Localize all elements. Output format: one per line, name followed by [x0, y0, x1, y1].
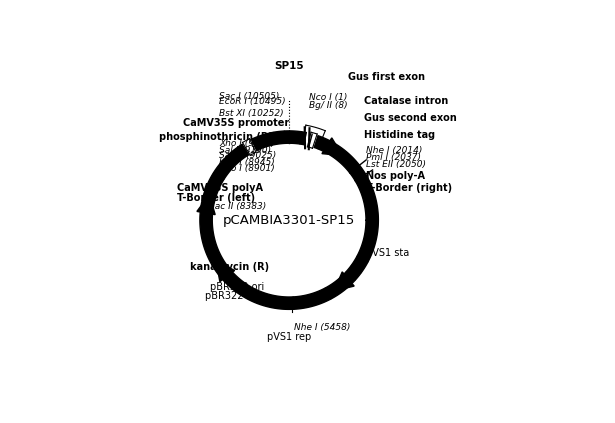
Text: Sac II (9025): Sac II (9025): [219, 151, 276, 160]
Text: pVS1 rep: pVS1 rep: [267, 332, 311, 343]
Text: EcoR I (10495): EcoR I (10495): [219, 97, 286, 107]
Text: Kpn I (8945): Kpn I (8945): [219, 158, 275, 167]
Text: Pml I (2037): Pml I (2037): [366, 153, 421, 162]
Text: kanamycin (R): kanamycin (R): [190, 262, 269, 272]
Text: Sac I (10505): Sac I (10505): [219, 92, 279, 101]
Text: CaMV35S polyA: CaMV35S polyA: [177, 183, 263, 192]
Text: T-Border (right): T-Border (right): [366, 183, 452, 193]
Text: Nhe I (2014): Nhe I (2014): [366, 146, 422, 154]
Text: CaMV35S promoter: CaMV35S promoter: [183, 118, 290, 128]
Text: Xho I (8901): Xho I (8901): [219, 164, 275, 173]
Polygon shape: [308, 132, 317, 148]
Polygon shape: [197, 195, 215, 214]
Text: Catalase intron: Catalase intron: [364, 96, 448, 106]
Polygon shape: [242, 139, 256, 155]
Text: T-Border (left): T-Border (left): [177, 193, 255, 203]
Polygon shape: [216, 261, 235, 282]
Polygon shape: [305, 132, 314, 147]
Text: phosphinothricin (R): phosphinothricin (R): [159, 132, 272, 142]
Text: Sal I (9190): Sal I (9190): [219, 146, 271, 154]
Text: pBR322 bom: pBR322 bom: [205, 291, 269, 301]
Text: pBR322 ori: pBR322 ori: [210, 282, 264, 292]
Polygon shape: [322, 138, 343, 156]
Text: Nos poly-A: Nos poly-A: [366, 171, 425, 181]
Text: pVS1 sta: pVS1 sta: [366, 248, 409, 258]
Polygon shape: [334, 272, 354, 291]
Text: Sac II (8383): Sac II (8383): [209, 202, 266, 211]
Text: Gus second exon: Gus second exon: [364, 113, 457, 123]
Text: Gus first exon: Gus first exon: [347, 72, 425, 82]
Text: Histidine tag: Histidine tag: [364, 130, 435, 140]
Text: Bst XI (10252): Bst XI (10252): [219, 109, 284, 118]
Text: Nco I (1): Nco I (1): [309, 93, 347, 102]
Text: Bg/ II (8): Bg/ II (8): [309, 101, 347, 110]
Text: Lst EII (2050): Lst EII (2050): [366, 160, 426, 169]
Polygon shape: [200, 131, 378, 309]
Text: Xho I (9465): Xho I (9465): [219, 139, 275, 148]
Text: SP15: SP15: [274, 60, 304, 71]
Text: Nhe I (5458): Nhe I (5458): [294, 323, 351, 332]
Text: pCAMBIA3301-SP15: pCAMBIA3301-SP15: [223, 214, 355, 227]
